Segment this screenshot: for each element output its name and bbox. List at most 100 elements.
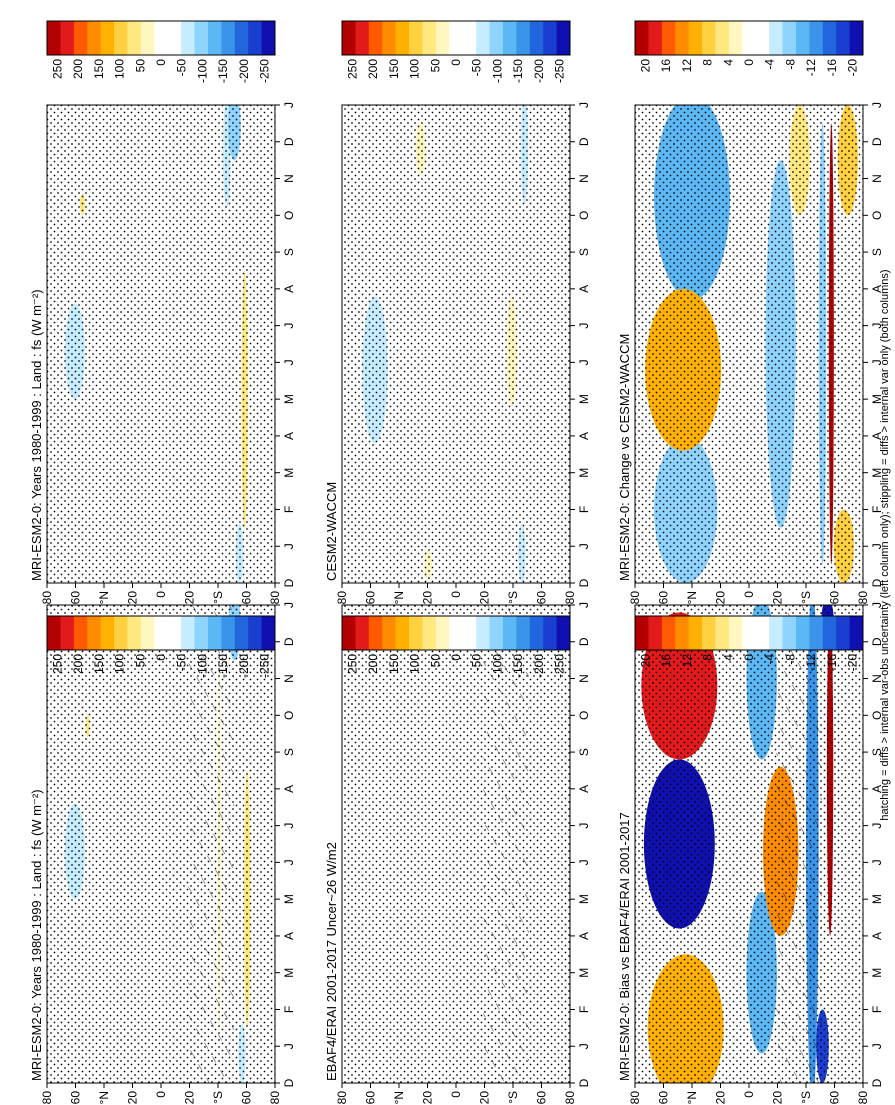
colorbar-frame bbox=[634, 615, 864, 651]
x-tick-label: J bbox=[282, 823, 296, 829]
x-tick-label: A bbox=[577, 785, 591, 793]
colorbar-swatch bbox=[809, 616, 824, 650]
x-tick-label: M bbox=[870, 968, 884, 978]
colorbar-3: 250 200 150 100 50 0 -50 -100 -150 -200 -250 bbox=[341, 615, 571, 678]
colorbar-swatch bbox=[395, 616, 410, 650]
panel-title: MRI-ESM2-0: Years 1980-1999 : Land : fs … bbox=[29, 289, 44, 581]
x-tick-label: F bbox=[282, 1006, 296, 1013]
colorbar-tick-label: 50 bbox=[133, 59, 147, 73]
colorbar-swatch bbox=[73, 21, 88, 55]
x-tick-label: A bbox=[282, 932, 296, 940]
colorbar-tick-label: -250 bbox=[553, 59, 567, 83]
x-tick-label: D bbox=[577, 637, 591, 646]
colorbar-tick-label: 50 bbox=[133, 654, 147, 668]
x-tick-label: N bbox=[870, 674, 884, 683]
y-tick-label: °S bbox=[211, 591, 225, 604]
x-tick-label: J bbox=[282, 102, 296, 108]
x-tick-label: D bbox=[282, 137, 296, 146]
colorbar-swatch bbox=[556, 21, 571, 55]
stippling-overlay bbox=[47, 105, 275, 583]
hatching-overlay bbox=[483, 605, 529, 1083]
y-tick-label: 20 bbox=[478, 591, 492, 605]
colorbar-tick-label: 250 bbox=[50, 59, 64, 79]
colorbar-tick-label: 150 bbox=[387, 59, 401, 79]
colorbar-swatch bbox=[502, 616, 517, 650]
colorbar-swatch bbox=[100, 21, 115, 55]
colorbar-4: 250 200 150 100 50 0 -50 -100 -150 -200 -250 bbox=[341, 20, 571, 83]
panel-title: MRI-ESM2-0: Years 1980-1999 : Land : fs … bbox=[29, 789, 44, 1081]
colorbar-tick-label: -12 bbox=[804, 59, 818, 77]
colorbar-swatch bbox=[516, 616, 531, 650]
colorbar-tick-label: -16 bbox=[825, 654, 839, 672]
colorbar-tick-label: 0 bbox=[742, 654, 756, 661]
colorbar-swatch bbox=[476, 21, 491, 55]
x-tick-label: D bbox=[577, 1078, 591, 1087]
colorbar-swatch bbox=[742, 616, 757, 650]
x-tick-label: A bbox=[577, 932, 591, 940]
colorbar-swatch bbox=[769, 616, 784, 650]
heatmap-features bbox=[635, 105, 863, 583]
colorbar-swatch bbox=[728, 616, 743, 650]
colorbar-tick-label: -150 bbox=[511, 59, 525, 83]
y-tick-label: °N bbox=[392, 1091, 406, 1104]
colorbar-swatch bbox=[221, 616, 236, 650]
y-tick-label: 60 bbox=[69, 1091, 83, 1105]
colorbar-swatch bbox=[140, 616, 155, 650]
colorbar-swatch bbox=[782, 616, 797, 650]
x-tick-label: D bbox=[577, 137, 591, 146]
colorbar-swatch bbox=[543, 616, 558, 650]
colorbar-6: 20 16 12 8 4 0 -4 -8 -12 -16 -20 bbox=[634, 20, 864, 77]
colorbar-swatch bbox=[60, 616, 75, 650]
colorbar-tick-label: 100 bbox=[113, 654, 127, 674]
y-tick-label: 80 bbox=[335, 1091, 349, 1105]
colorbar-tick-label: -50 bbox=[175, 654, 189, 672]
colorbar-swatch bbox=[355, 21, 370, 55]
x-tick-label: N bbox=[282, 174, 296, 183]
x-tick-label: D bbox=[870, 637, 884, 646]
x-tick-label: S bbox=[577, 748, 591, 756]
colorbar-swatch bbox=[47, 616, 61, 650]
heatmap-features bbox=[635, 605, 863, 1083]
footnote: hatching = diffs > internal var-obs unce… bbox=[879, 269, 891, 820]
colorbar-2: 250 200 150 100 50 0 -50 -100 -150 -200 -250 bbox=[46, 20, 276, 83]
colorbar-swatch bbox=[822, 21, 837, 55]
colorbar-swatch bbox=[47, 21, 61, 55]
colorbar-swatch bbox=[702, 616, 716, 650]
colorbar-frame bbox=[634, 20, 864, 56]
x-tick-label: F bbox=[577, 1006, 591, 1013]
colorbar-tick-label: 50 bbox=[428, 654, 442, 668]
x-tick-label: J bbox=[282, 359, 296, 365]
colorbar-tick-label: -100 bbox=[195, 654, 209, 678]
colorbar-swatch bbox=[849, 616, 864, 650]
colorbar-tick-label: -250 bbox=[258, 654, 272, 678]
colorbar-tick-label: -250 bbox=[553, 654, 567, 678]
y-tick-label: 0 bbox=[449, 591, 463, 598]
y-tick-label: 60 bbox=[828, 1091, 842, 1105]
y-tick-label: °N bbox=[392, 591, 406, 604]
y-tick-label: 20 bbox=[771, 591, 785, 605]
colorbar-swatch bbox=[836, 616, 851, 650]
colorbar-frame bbox=[46, 20, 276, 56]
colorbar-tick-label: 16 bbox=[659, 59, 673, 73]
colorbar-swatch bbox=[769, 21, 784, 55]
y-tick-label: °N bbox=[685, 591, 699, 604]
colorbar-swatch bbox=[435, 21, 450, 55]
colorbar-tick-label: 200 bbox=[366, 59, 380, 79]
colorbar-tick-label: 0 bbox=[449, 59, 463, 66]
colorbar-swatch bbox=[728, 21, 743, 55]
x-tick-label: A bbox=[282, 285, 296, 293]
y-tick-label: 0 bbox=[742, 1091, 756, 1098]
colorbar-tick-label: 4 bbox=[721, 654, 735, 661]
x-tick-label: J bbox=[282, 1043, 296, 1049]
x-tick-label: N bbox=[282, 674, 296, 683]
x-tick-label: S bbox=[282, 248, 296, 256]
y-tick-label: 20 bbox=[714, 1091, 728, 1105]
y-tick-label: 80 bbox=[40, 591, 54, 605]
x-tick-label: M bbox=[282, 468, 296, 478]
y-tick-label: 20 bbox=[126, 591, 140, 605]
y-tick-label: °N bbox=[685, 1091, 699, 1104]
y-tick-label: 80 bbox=[856, 591, 870, 605]
colorbar-swatch bbox=[114, 21, 128, 55]
